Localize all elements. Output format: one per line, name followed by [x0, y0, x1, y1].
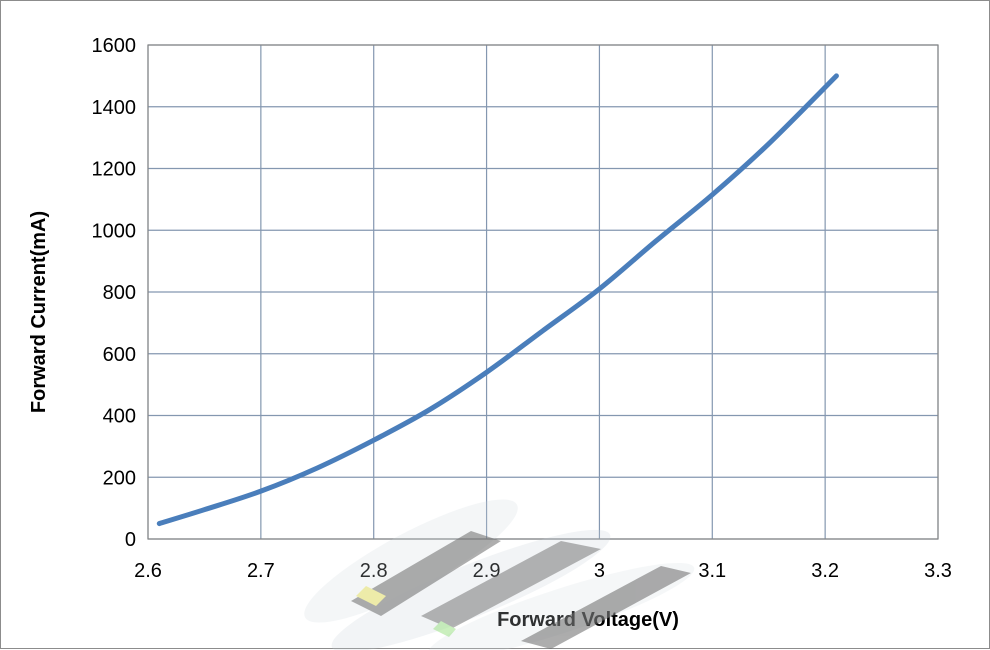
x-tick-label: 2.9	[473, 560, 501, 582]
y-tick-label: 0	[125, 529, 136, 551]
x-axis-tick-labels: 2.6 2.7 2.8 2.9 3 3.1 3.2 3.3	[134, 560, 952, 582]
series-layer	[156, 73, 839, 527]
x-tick-label: 2.6	[134, 560, 162, 582]
y-tick-label: 1600	[92, 35, 137, 57]
y-tick-label: 400	[103, 406, 136, 428]
series-line-0	[156, 73, 839, 527]
y-axis-tick-labels: 0 200 400 600 800 1000 1200 1400 1600	[92, 35, 137, 551]
y-tick-label: 1000	[92, 220, 137, 242]
x-tick-label: 2.8	[360, 560, 388, 582]
y-axis-title: Forward Current(mA)	[28, 211, 50, 413]
y-tick-label: 800	[103, 282, 136, 304]
x-tick-label: 3.1	[698, 560, 726, 582]
x-axis-title: Forward Voltage(V)	[497, 609, 679, 631]
y-tick-label: 1400	[92, 97, 137, 119]
y-tick-label: 200	[103, 467, 136, 489]
x-tick-label: 2.7	[247, 560, 275, 582]
plot-area	[147, 44, 939, 540]
x-tick-label: 3.3	[924, 560, 952, 582]
x-tick-label: 3	[594, 560, 605, 582]
y-tick-label: 600	[103, 344, 136, 366]
grid-horizontal	[148, 44, 938, 540]
x-tick-label: 3.2	[811, 560, 839, 582]
y-tick-label: 1200	[92, 159, 137, 181]
